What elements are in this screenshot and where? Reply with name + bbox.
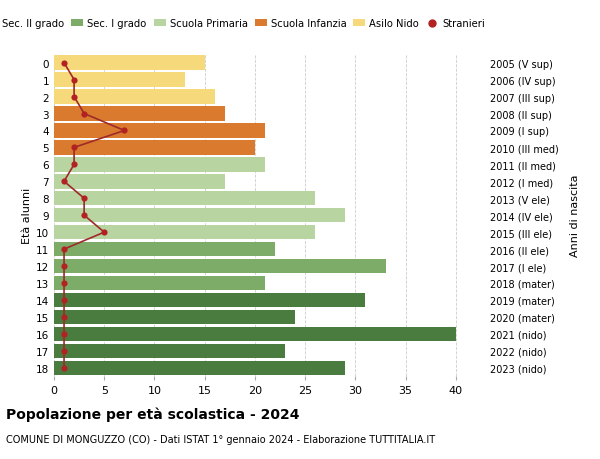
Point — [79, 195, 89, 202]
Point — [59, 280, 69, 287]
Point — [59, 263, 69, 270]
Point — [69, 77, 79, 84]
Bar — [54, 175, 225, 189]
Bar — [54, 90, 215, 105]
Point — [59, 246, 69, 253]
Point — [69, 94, 79, 101]
Point — [59, 297, 69, 304]
Bar — [54, 208, 346, 223]
Point — [79, 111, 89, 118]
Point — [100, 229, 109, 236]
Point — [119, 128, 129, 135]
Bar — [54, 141, 255, 155]
Bar — [54, 361, 346, 375]
Point — [69, 145, 79, 152]
Point — [59, 178, 69, 185]
Bar — [54, 293, 365, 308]
Bar — [54, 344, 285, 358]
Bar — [54, 107, 225, 122]
Point — [59, 347, 69, 355]
Bar — [54, 327, 456, 341]
Text: Popolazione per età scolastica - 2024: Popolazione per età scolastica - 2024 — [6, 406, 299, 421]
Point — [79, 212, 89, 219]
Bar — [54, 276, 265, 291]
Bar — [54, 310, 295, 325]
Legend: Sec. II grado, Sec. I grado, Scuola Primaria, Scuola Infanzia, Asilo Nido, Stran: Sec. II grado, Sec. I grado, Scuola Prim… — [0, 15, 489, 33]
Bar — [54, 242, 275, 257]
Point — [59, 313, 69, 321]
Point — [69, 161, 79, 168]
Point — [59, 330, 69, 338]
Bar — [54, 73, 185, 88]
Point — [59, 60, 69, 67]
Bar — [54, 259, 386, 274]
Point — [59, 364, 69, 372]
Text: COMUNE DI MONGUZZO (CO) - Dati ISTAT 1° gennaio 2024 - Elaborazione TUTTITALIA.I: COMUNE DI MONGUZZO (CO) - Dati ISTAT 1° … — [6, 434, 435, 444]
Bar — [54, 225, 315, 240]
Y-axis label: Età alunni: Età alunni — [22, 188, 32, 244]
Bar — [54, 124, 265, 138]
Bar — [54, 192, 315, 206]
Bar — [54, 158, 265, 172]
Bar — [54, 56, 205, 71]
Y-axis label: Anni di nascita: Anni di nascita — [570, 174, 580, 257]
